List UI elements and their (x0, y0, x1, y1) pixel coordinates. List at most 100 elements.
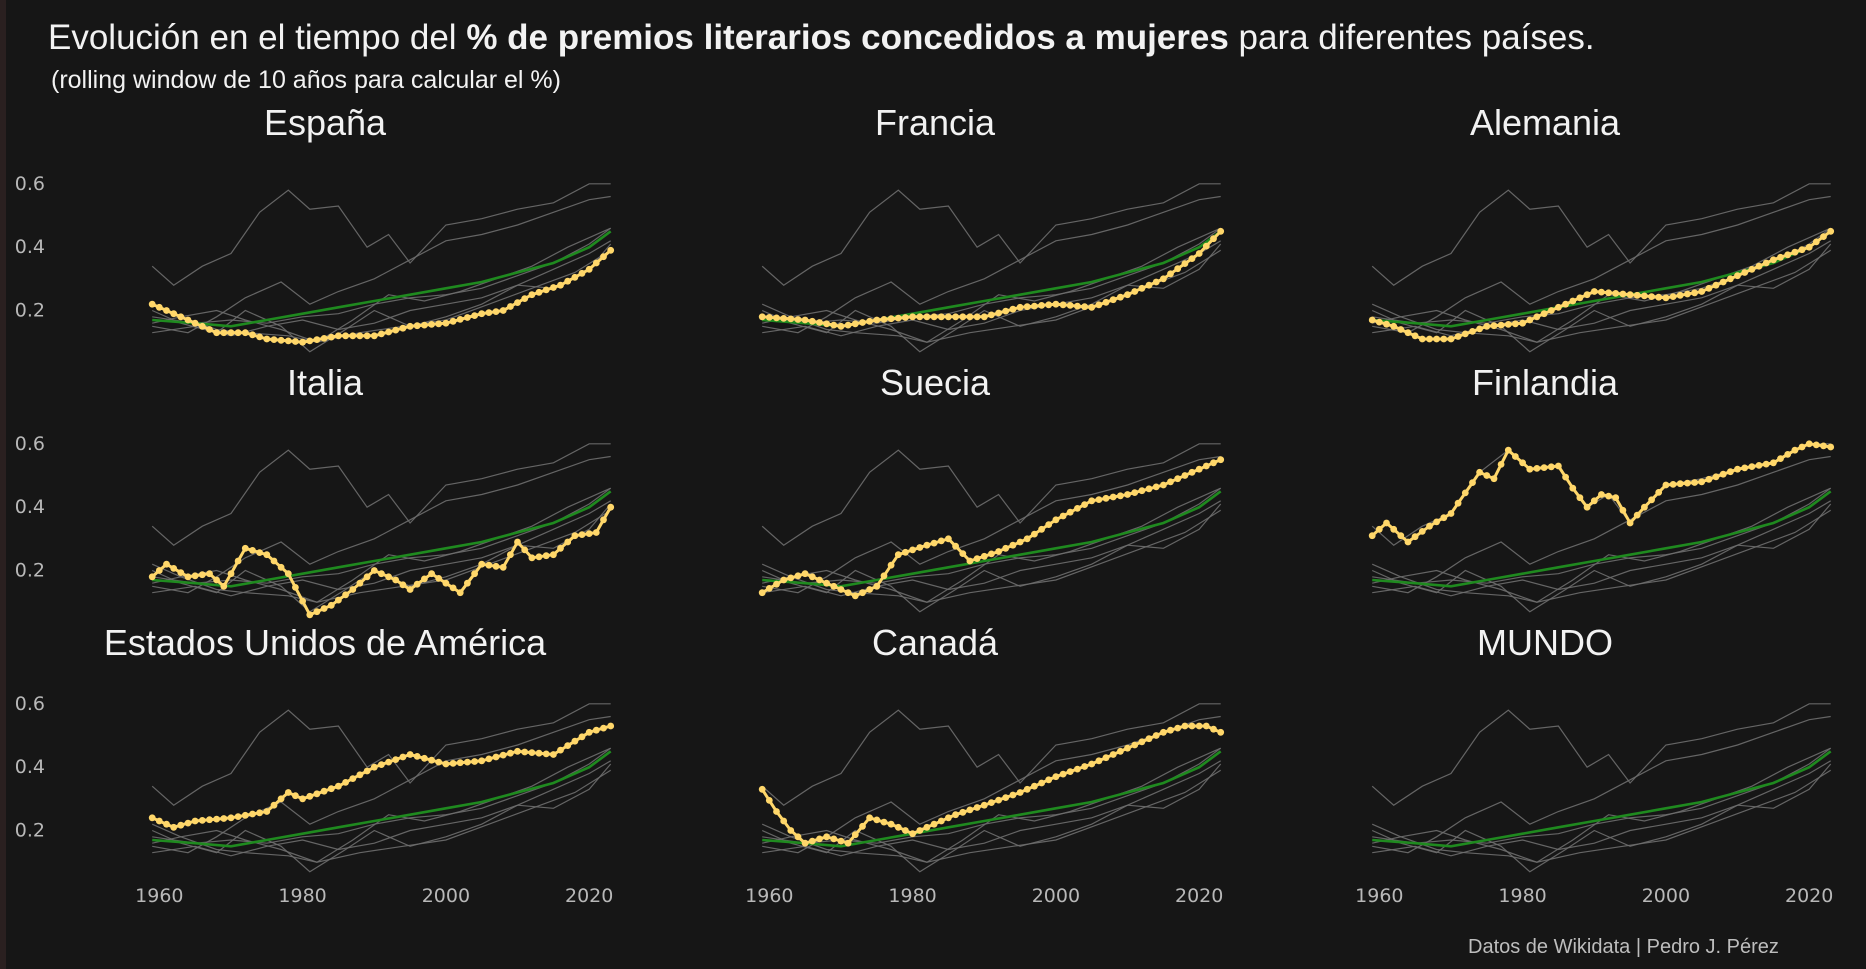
context-line (152, 455, 611, 594)
country-point (249, 810, 256, 818)
country-point (456, 759, 464, 767)
country-point (592, 529, 600, 536)
country-point (342, 779, 349, 786)
country-point (765, 585, 773, 592)
country-point (406, 322, 414, 330)
country-point (521, 748, 529, 756)
country-point (184, 573, 192, 581)
country-point (909, 830, 916, 838)
country-point (528, 554, 536, 562)
country-point (1820, 233, 1827, 241)
country-point (1770, 459, 1777, 467)
country-point (1031, 530, 1038, 538)
country-point (535, 749, 543, 757)
context-line (762, 487, 1222, 584)
context-line (1371, 769, 1832, 863)
country-point (1533, 465, 1541, 472)
context-line (151, 769, 612, 863)
country-point (370, 567, 378, 574)
y-tick-label: 0.2 (15, 820, 45, 842)
country-line (760, 724, 1222, 845)
country-point (1562, 473, 1569, 481)
x-tick-label: 1960 (135, 885, 183, 907)
country-point (966, 313, 974, 321)
country-point (542, 750, 550, 758)
country-point (1117, 293, 1124, 301)
country-point (1066, 508, 1074, 516)
country-point (413, 322, 421, 330)
country-point (499, 751, 507, 759)
country-point (1633, 511, 1641, 519)
country-point (1569, 297, 1577, 305)
country-point (1440, 335, 1448, 343)
country-point (1755, 462, 1763, 469)
country-point (213, 329, 221, 337)
chart-title-bold: % de premios literarios concedidos a muj… (466, 18, 1229, 57)
country-point (464, 758, 471, 766)
country-point (851, 592, 859, 600)
context-line (1372, 240, 1832, 337)
country-point (773, 314, 780, 322)
country-point (1002, 544, 1010, 552)
country-point (859, 822, 866, 830)
country-point (1074, 302, 1081, 310)
context-line (762, 747, 1222, 844)
context-line (1371, 763, 1832, 873)
country-point (1181, 260, 1189, 267)
context-line (152, 240, 612, 337)
country-point (342, 332, 349, 340)
country-point (866, 814, 873, 822)
panel-1: España 0.2 0.4 0.6 (15, 102, 615, 353)
country-point (442, 319, 450, 327)
context-line (761, 503, 1222, 613)
country-point (1397, 532, 1405, 540)
panel-5: Suecia (758, 362, 1225, 613)
x-tick-label: 2020 (565, 885, 613, 907)
country-point (571, 273, 579, 281)
country-point (163, 820, 170, 828)
country-point (213, 576, 221, 584)
country-point (406, 586, 414, 593)
country-point (1727, 275, 1734, 283)
country-point (277, 795, 285, 803)
context-line (1371, 703, 1831, 806)
country-point (1375, 525, 1383, 533)
country-point (923, 541, 931, 549)
country-point (945, 814, 952, 822)
country-point (234, 557, 242, 565)
country-point (1217, 456, 1225, 464)
country-point (585, 265, 593, 273)
context-line (152, 227, 611, 343)
country-point (428, 570, 435, 578)
country-point (1066, 302, 1074, 309)
y-tick-label: 0.2 (15, 560, 45, 582)
country-point (1476, 325, 1483, 333)
country-point (421, 321, 428, 329)
country-point (378, 761, 385, 768)
country-point (1777, 455, 1784, 462)
country-point (816, 835, 823, 843)
world-line (152, 230, 612, 328)
country-line (151, 724, 612, 829)
context-line (762, 227, 1222, 324)
country-point (342, 591, 349, 599)
country-point (292, 792, 299, 800)
country-point (823, 833, 830, 841)
country-point (1195, 722, 1203, 730)
country-point (1016, 789, 1024, 796)
country-point (1109, 493, 1117, 501)
country-point (909, 546, 916, 554)
country-point (335, 782, 342, 790)
world-line (762, 490, 1222, 588)
country-point (1712, 281, 1720, 289)
country-point (1583, 503, 1591, 511)
country-point (471, 758, 478, 765)
country-point (902, 827, 909, 834)
country-point (837, 586, 845, 593)
country-point (220, 329, 228, 337)
country-point (980, 313, 988, 321)
country-point (327, 333, 335, 341)
context-line (762, 227, 1221, 343)
country-point (514, 299, 521, 306)
country-point (1124, 291, 1131, 299)
